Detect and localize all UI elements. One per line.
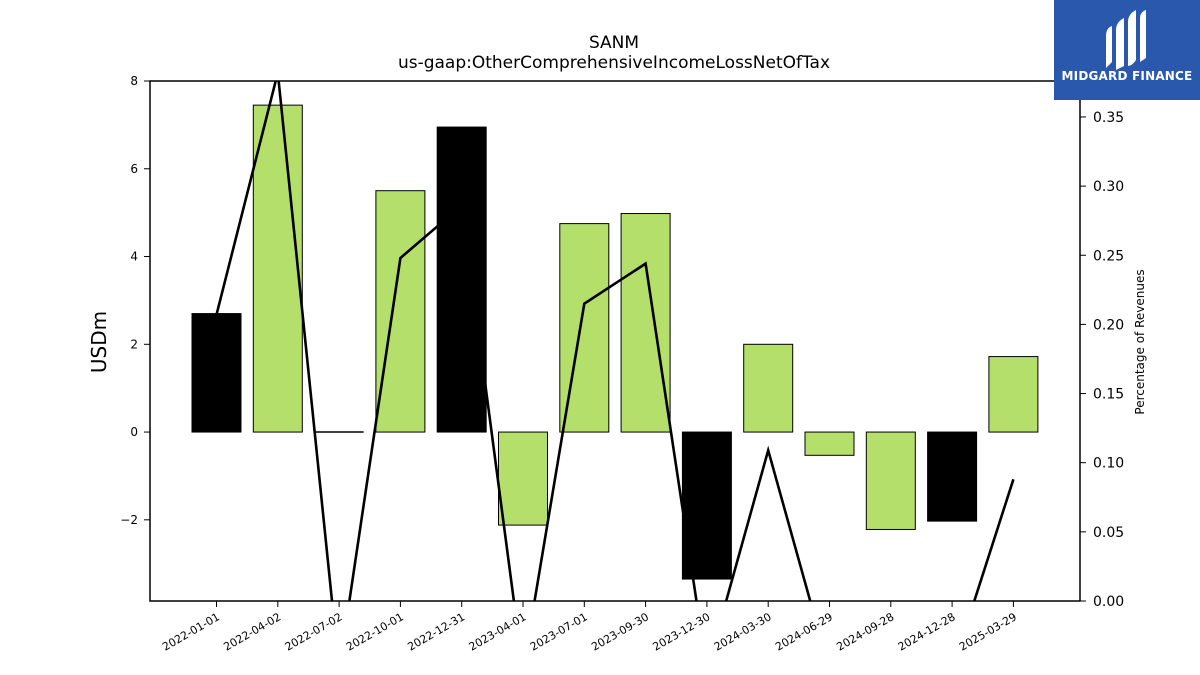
bar xyxy=(865,431,916,530)
x-tick-label: 2024-09-28 xyxy=(834,610,896,653)
midgard-logo-icon xyxy=(1106,10,1146,70)
y2-tick-label: 0.35 xyxy=(1093,110,1124,126)
bar xyxy=(927,431,978,522)
x-tick-label: 2022-10-01 xyxy=(344,610,406,653)
y2-tick-label: 0.25 xyxy=(1093,248,1124,264)
y-tick-label: 6 xyxy=(130,162,138,176)
bar xyxy=(191,313,242,433)
y-axis-label: USDm xyxy=(87,311,111,373)
logo-text: MIDGARD FINANCE xyxy=(1061,69,1193,83)
bar xyxy=(988,356,1039,433)
x-tick-label: 2022-01-01 xyxy=(160,610,222,653)
y2-tick-label: 0.20 xyxy=(1093,317,1124,333)
chart-subtitle: us-gaap:OtherComprehensiveIncomeLossNetO… xyxy=(398,53,830,73)
y2-tick-label: 0.30 xyxy=(1093,179,1124,195)
x-tick-label: 2024-06-29 xyxy=(773,610,835,653)
y-tick-label: −2 xyxy=(120,513,138,527)
y-tick-label: 0 xyxy=(130,425,138,439)
x-tick-label: 2024-03-30 xyxy=(712,610,774,653)
bars-group xyxy=(191,104,1039,580)
y2-tick-label: 0.00 xyxy=(1093,594,1124,610)
x-tick-label: 2022-12-31 xyxy=(405,610,467,653)
x-tick-label: 2023-04-01 xyxy=(467,610,529,653)
x-tick-label: 2022-07-02 xyxy=(283,610,345,653)
midgard-logo: MIDGARD FINANCE xyxy=(1054,0,1200,100)
plot-frame xyxy=(149,80,1081,602)
bar xyxy=(743,343,794,433)
bar xyxy=(620,213,671,433)
x-tick-label: 2023-07-01 xyxy=(528,610,590,653)
x-tick-label: 2023-12-30 xyxy=(651,610,713,653)
y-tick-label: 4 xyxy=(130,250,138,264)
x-tick-label: 2022-04-02 xyxy=(221,610,283,653)
y2-axis-label: Percentage of Revenues xyxy=(1133,269,1147,414)
x-tick-label: 2024-12-28 xyxy=(896,610,958,653)
bar xyxy=(498,431,548,526)
y-tick-label: 8 xyxy=(130,74,138,88)
y2-tick-label: 0.10 xyxy=(1093,456,1124,472)
x-tick-label: 2025-03-29 xyxy=(957,610,1019,653)
line-group xyxy=(215,81,1015,601)
y-tick-label: 2 xyxy=(130,337,138,351)
y2-tick-label: 0.15 xyxy=(1093,387,1124,403)
chart-title: SANM xyxy=(589,33,639,53)
bar xyxy=(804,431,855,456)
line-series xyxy=(215,81,1015,601)
bar xyxy=(436,126,487,433)
bar xyxy=(375,190,426,433)
y2-tick-label: 0.05 xyxy=(1093,525,1124,541)
x-tick-label: 2023-09-30 xyxy=(589,610,651,653)
bar xyxy=(252,104,303,433)
